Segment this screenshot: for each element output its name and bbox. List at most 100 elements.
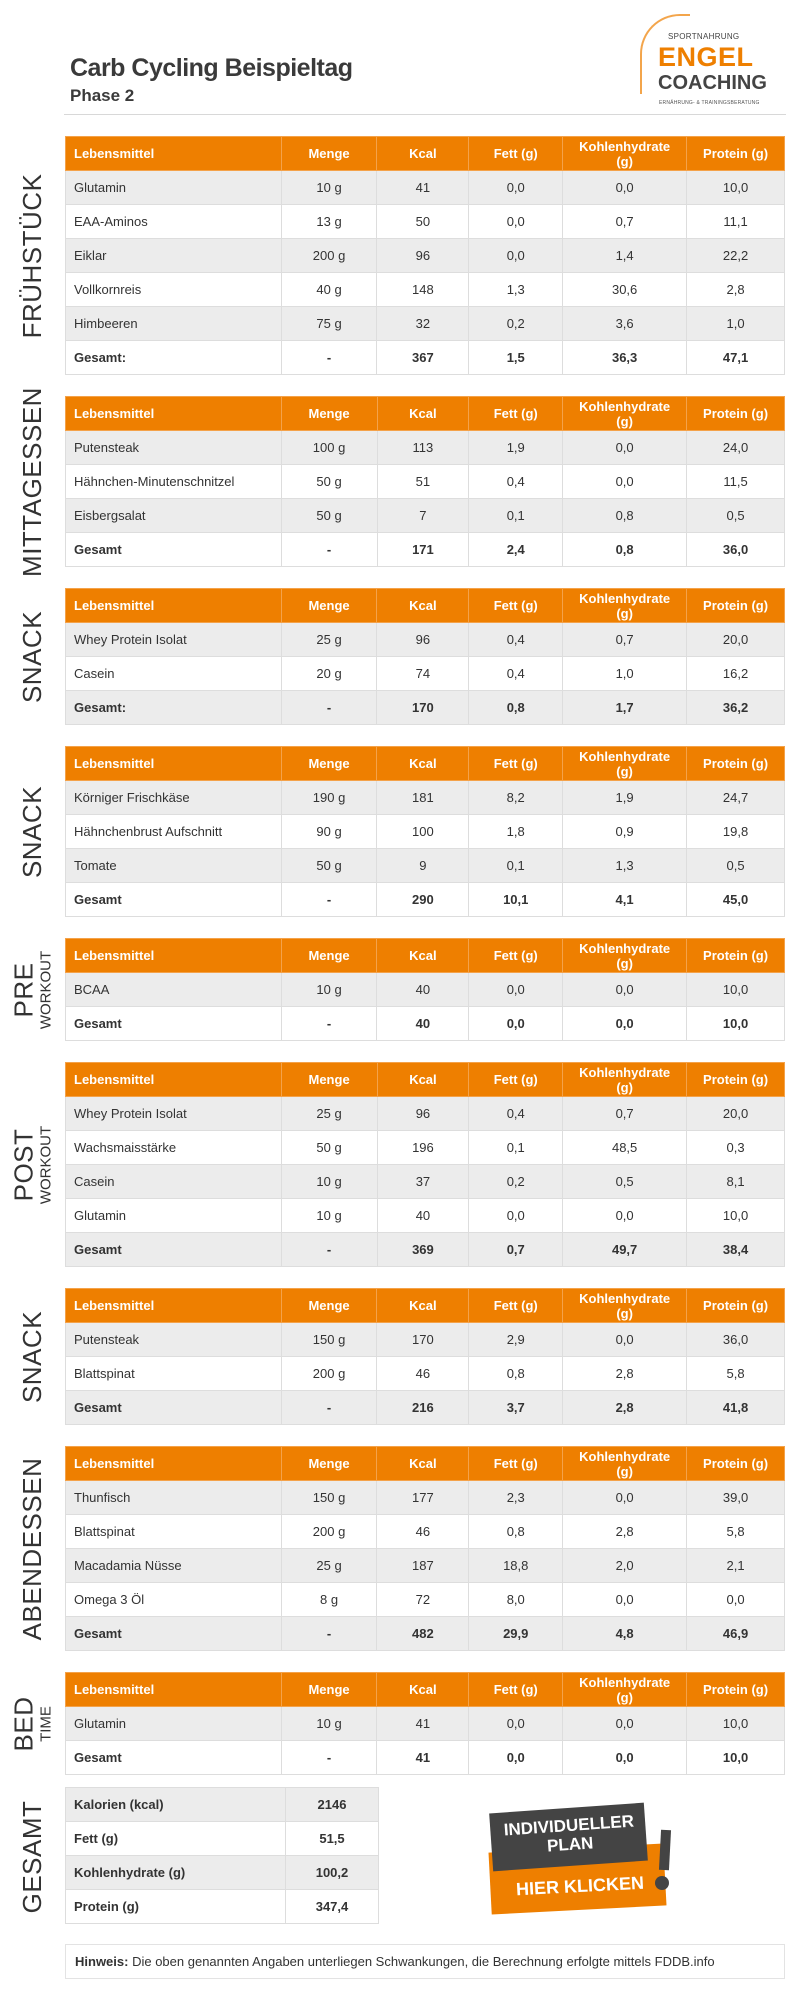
table-cell: 1,9 [562, 780, 688, 815]
table-cell: 20 g [280, 656, 378, 691]
table-cell: 0,0 [468, 1198, 564, 1233]
table-cell: 7 [376, 498, 470, 533]
total-cell: 10,1 [468, 882, 564, 917]
column-header: Fett (g) [468, 1288, 564, 1323]
meal-side-label: BED TIME [0, 1672, 64, 1775]
total-cell: 29,9 [468, 1616, 564, 1651]
table-cell: 2,1 [686, 1548, 785, 1583]
total-row: Gesamt -40 0,0 0,0 10,0 [65, 1006, 785, 1041]
table-row: Himbeeren 75 g 32 0,2 3,6 1,0 [65, 306, 785, 341]
table-cell: 113 [376, 430, 470, 465]
table-cell: 8 g [280, 1582, 378, 1617]
column-header: Fett (g) [468, 1446, 564, 1481]
table-cell: 0,4 [468, 656, 564, 691]
meal-table: Lebensmittel Menge Kcal Fett (g) Kohlenhydra… [65, 136, 785, 375]
total-cell: Gesamt [65, 1232, 282, 1267]
column-header: Menge [280, 588, 378, 623]
column-header: Protein (g) [686, 746, 785, 781]
table-cell: 0,0 [562, 464, 688, 499]
exclamation-icon [658, 1829, 672, 1871]
meal-name: SNACK [17, 785, 47, 878]
page-subtitle: Phase 2 [70, 86, 135, 105]
table-cell: 48,5 [562, 1130, 688, 1165]
total-cell: 41,8 [686, 1390, 785, 1425]
total-cell: Gesamt [65, 1006, 282, 1041]
total-row: Gesamt -290 10,1 4,1 45,0 [65, 882, 785, 917]
table-cell: 96 [376, 622, 470, 657]
meal-side-label: PRE WORKOUT [0, 938, 64, 1041]
header-divider [64, 114, 786, 115]
column-header: Menge [280, 746, 378, 781]
table-row: EAA-Aminos 13 g 50 0,0 0,7 11,1 [65, 204, 785, 239]
table-row: Glutamin 10 g 41 0,0 0,0 10,0 [65, 1706, 785, 1741]
table-cell: 150 g [280, 1480, 378, 1515]
total-row: Gesamt -216 3,7 2,8 41,8 [65, 1390, 785, 1425]
table-cell: 187 [376, 1548, 470, 1583]
table-cell: Whey Protein Isolat [65, 622, 282, 657]
table-row: Wachsmaisstärke 50 g 196 0,1 48,5 0,3 [65, 1130, 785, 1165]
column-header: Kohlenhydrate (g) [562, 1446, 688, 1481]
total-cell: 10,0 [686, 1006, 785, 1041]
table-cell: 0,4 [468, 464, 564, 499]
summary-row: Kalorien (kcal) 2146 [65, 1787, 379, 1822]
total-cell: 216 [376, 1390, 470, 1425]
table-cell: 11,1 [686, 204, 785, 239]
table-cell: 0,4 [468, 622, 564, 657]
summary-label: GESAMT [17, 1800, 47, 1914]
meal-side-label: FRÜHSTÜCK [0, 136, 64, 375]
total-cell: - [280, 1740, 378, 1775]
table-cell: 0,0 [562, 1322, 688, 1357]
table-cell: 190 g [280, 780, 378, 815]
table-header-row: Lebensmittel Menge Kcal Fett (g) Kohlenhydra… [65, 588, 785, 623]
table-cell: 2,8 [686, 272, 785, 307]
table-cell: 5,8 [686, 1356, 785, 1391]
table-cell: 11,5 [686, 464, 785, 499]
column-header: Lebensmittel [65, 588, 282, 623]
table-row: BCAA 10 g 40 0,0 0,0 10,0 [65, 972, 785, 1007]
column-header: Kcal [376, 1446, 470, 1481]
hint-text: Die oben genannten Angaben unterliegen S… [128, 1954, 715, 1969]
meal-section: SNACK Lebensmittel Menge Kcal Fett (g) Kohlen… [0, 1288, 800, 1425]
table-row: Körniger Frischkäse 190 g 181 8,2 1,9 24,7 [65, 780, 785, 815]
table-cell: 10,0 [686, 170, 785, 205]
meal-name: ABENDESSEN [17, 1457, 47, 1640]
column-header: Menge [280, 1062, 378, 1097]
summary-row: Fett (g) 51,5 [65, 1821, 379, 1856]
column-header: Menge [280, 1672, 378, 1707]
table-cell: 1,0 [562, 656, 688, 691]
table-cell: 10 g [280, 1198, 378, 1233]
summary-value: 2146 [285, 1787, 379, 1822]
table-row: Hähnchen-Minutenschnitzel 50 g 51 0,4 0,0 11,… [65, 464, 785, 499]
table-cell: 1,4 [562, 238, 688, 273]
total-cell: - [280, 1232, 378, 1267]
table-cell: 0,3 [686, 1130, 785, 1165]
summary-metric: Protein (g) [65, 1889, 286, 1924]
column-header: Fett (g) [468, 1062, 564, 1097]
table-cell: 10 g [280, 1706, 378, 1741]
table-row: Tomate 50 g 9 0,1 1,3 0,5 [65, 848, 785, 883]
table-cell: 39,0 [686, 1480, 785, 1515]
column-header: Kohlenhydrate (g) [562, 396, 688, 431]
column-header: Lebensmittel [65, 136, 282, 171]
total-cell: - [280, 1006, 378, 1041]
table-cell: 0,4 [468, 1096, 564, 1131]
table-cell: 24,7 [686, 780, 785, 815]
table-header-row: Lebensmittel Menge Kcal Fett (g) Kohlenhydra… [65, 396, 785, 431]
individual-plan-cta-button[interactable]: INDIVIDUELLER PLAN HIER KLICKEN [485, 1800, 685, 1930]
column-header: Kohlenhydrate (g) [562, 588, 688, 623]
meal-table: Lebensmittel Menge Kcal Fett (g) Kohlenhydra… [65, 746, 785, 917]
table-cell: 40 g [280, 272, 378, 307]
engel-coaching-logo[interactable]: SPORTNAHRUNG ENGEL COACHING ERNÄHRUNG- &… [628, 12, 778, 107]
table-row: Thunfisch 150 g 177 2,3 0,0 39,0 [65, 1480, 785, 1515]
total-cell: 1,5 [468, 340, 564, 375]
table-cell: 0,8 [562, 498, 688, 533]
total-cell: Gesamt [65, 1616, 282, 1651]
table-cell: Vollkornreis [65, 272, 282, 307]
meal-name: FRÜHSTÜCK [17, 173, 47, 338]
table-cell: 90 g [280, 814, 378, 849]
table-cell: 0,0 [562, 170, 688, 205]
table-cell: Putensteak [65, 430, 282, 465]
meal-table: Lebensmittel Menge Kcal Fett (g) Kohlenhydra… [65, 1062, 785, 1267]
column-header: Lebensmittel [65, 1062, 282, 1097]
table-cell: 1,3 [468, 272, 564, 307]
